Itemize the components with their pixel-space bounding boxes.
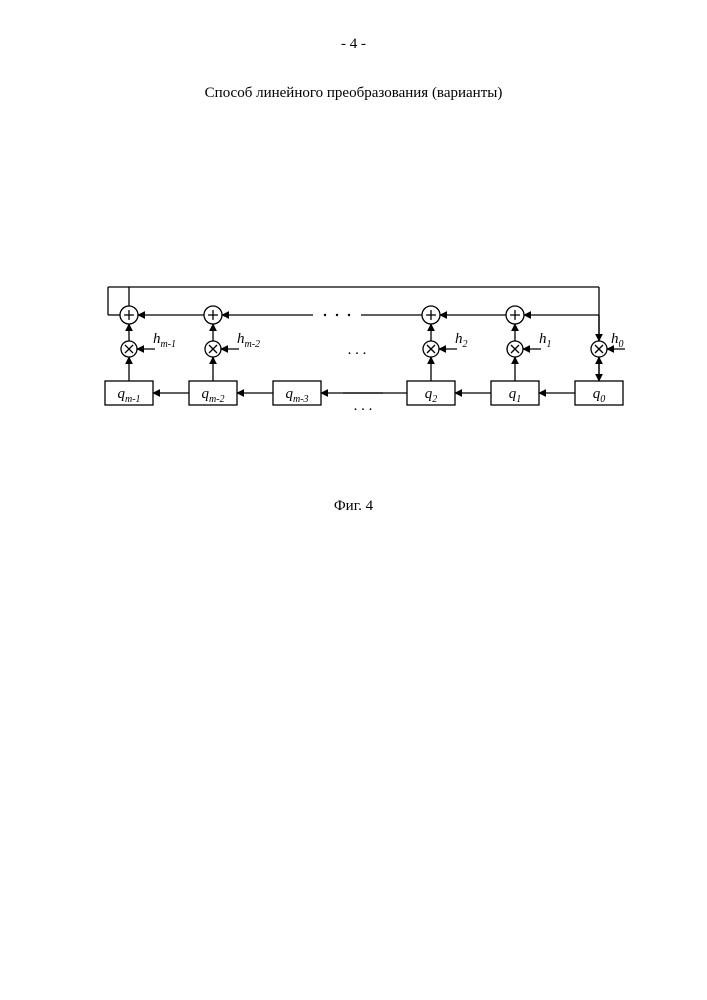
document-title: Способ линейного преобразования (вариант… [0,85,707,102]
svg-text:. . .: . . . [354,398,373,414]
svg-text:h0: h0 [611,331,624,350]
svg-text:h1: h1 [539,331,552,350]
svg-text:h2: h2 [455,331,468,350]
svg-text:. . .: . . . [348,342,367,358]
svg-text:hm-1: hm-1 [153,331,176,350]
figure-caption: Фиг. 4 [0,498,707,515]
lfsr-diagram: qm-1hm-1qm-2hm-2qm-3q2h2q1h1q0h0. . .. .… [65,275,641,445]
page-number: - 4 - [0,36,707,53]
svg-text:hm-2: hm-2 [237,331,260,350]
